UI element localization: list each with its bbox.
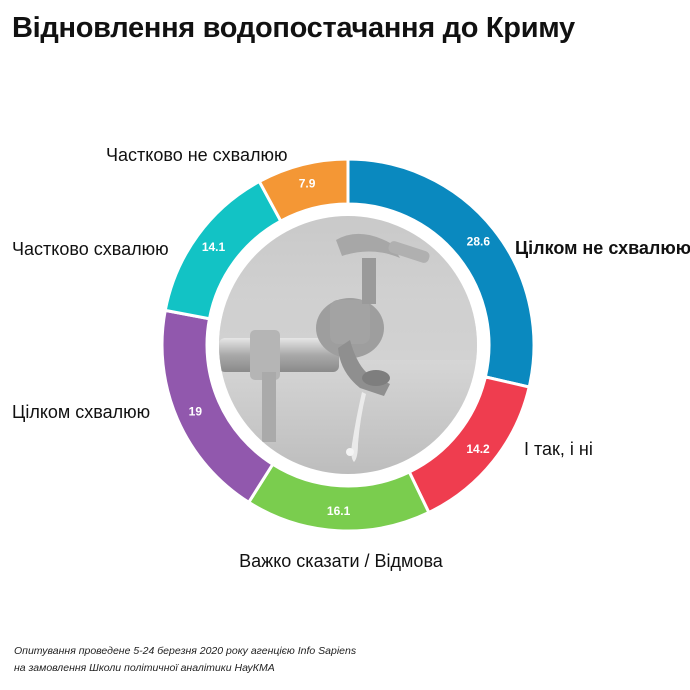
slice-category-label-5: Частково схвалюю [12, 239, 169, 259]
slice-category-label-6: Частково не схвалюю [106, 145, 288, 165]
footnote-line-2: на замовлення Школи політичної аналітики… [14, 662, 275, 674]
footnote: Опитування проведене 5-24 березня 2020 р… [14, 643, 356, 677]
slice-value-label-3: 16.1 [327, 504, 351, 518]
faucet-photo [219, 216, 477, 474]
chart-title: Відновлення водопостачання до Криму [12, 12, 575, 44]
slice-value-label-6: 7.9 [299, 177, 316, 191]
footnote-line-1: Опитування проведене 5-24 березня 2020 р… [14, 645, 357, 657]
slice-value-label-1: 28.6 [467, 234, 491, 248]
slice-category-label-4: Цілком схвалюю [12, 402, 150, 422]
slice-category-label-3: Важко сказати / Відмова [239, 551, 444, 571]
slice-category-label-2: І так, і ні [524, 439, 593, 459]
slice-value-label-5: 14.1 [202, 240, 226, 254]
slice-value-label-2: 14.2 [466, 442, 490, 456]
slice-value-label-4: 19 [189, 404, 203, 418]
donut-slice-3 [246, 462, 431, 533]
donut-slice-6 [257, 157, 350, 224]
slice-category-label-1: Цілком не схвалюю [515, 238, 690, 258]
